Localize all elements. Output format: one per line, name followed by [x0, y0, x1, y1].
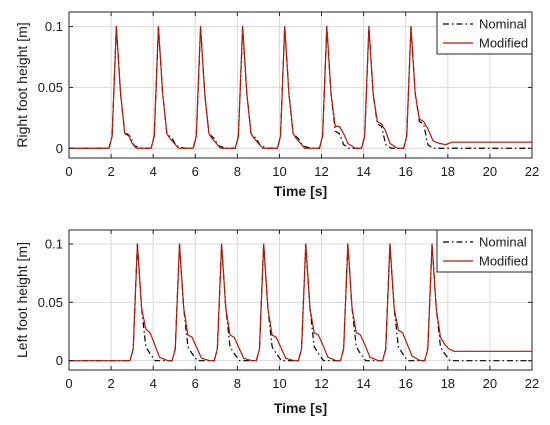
x-tick-label: 2	[107, 164, 114, 179]
y-tick-label: 0.05	[38, 80, 63, 95]
x-tick-label: 14	[356, 164, 370, 179]
axes-frame	[68, 229, 533, 371]
x-tick-label: 0	[65, 164, 72, 179]
x-tick-label: 4	[150, 376, 157, 391]
y-tick-label: 0.1	[45, 237, 63, 252]
legend: Nominal Modified	[436, 11, 533, 55]
y-axis-label: Left foot height [m]	[14, 242, 30, 358]
x-tick-label: 6	[192, 376, 199, 391]
x-tick-label: 0	[65, 376, 72, 391]
chart-panel-1: 0 2 4 6 8 10 12 14 16 18 20 22 0 0.05 0.1 Time [s] Right…	[14, 11, 539, 199]
legend-label-modified: Modified	[479, 254, 528, 269]
x-tick-label: 20	[483, 164, 497, 179]
x-tick-label: 2	[107, 376, 114, 391]
y-tick-label: 0	[56, 141, 63, 156]
series-line-modified	[69, 243, 532, 362]
x-tick-label: 14	[356, 376, 370, 391]
series-line-modified	[69, 26, 532, 149]
chart-panel-2: 0 2 4 6 8 10 12 14 16 18 20 22 0 0.05 0.1 Time [s] Left …	[14, 229, 539, 416]
x-tick-label: 10	[272, 164, 286, 179]
x-axis-label: Time [s]	[274, 183, 327, 199]
x-tick-label: 16	[398, 376, 412, 391]
y-axis-label: Right foot height [m]	[14, 22, 30, 147]
x-tick-label: 22	[525, 376, 539, 391]
x-axis-label: Time [s]	[274, 400, 327, 416]
x-tick-label: 8	[234, 164, 241, 179]
y-tick-label: 0.1	[45, 19, 63, 34]
x-tick-label: 6	[192, 164, 199, 179]
legend: Nominal Modified	[436, 229, 533, 273]
x-tick-label: 12	[314, 376, 328, 391]
legend-box	[436, 11, 533, 55]
x-tick-label: 8	[234, 376, 241, 391]
x-tick-label: 4	[150, 164, 157, 179]
x-tick-label: 16	[398, 164, 412, 179]
x-tick-label: 22	[525, 164, 539, 179]
x-tick-label: 10	[272, 376, 286, 391]
axes-frame	[68, 11, 533, 159]
legend-label-modified: Modified	[479, 36, 528, 51]
y-tick-label: 0	[56, 353, 63, 368]
x-tick-label: 12	[314, 164, 328, 179]
y-tick-label: 0.05	[38, 295, 63, 310]
legend-label-nominal: Nominal	[479, 17, 527, 32]
legend-box	[436, 229, 533, 273]
x-tick-label: 18	[441, 164, 455, 179]
legend-label-nominal: Nominal	[479, 235, 527, 250]
x-tick-label: 20	[483, 376, 497, 391]
x-tick-label: 18	[441, 376, 455, 391]
